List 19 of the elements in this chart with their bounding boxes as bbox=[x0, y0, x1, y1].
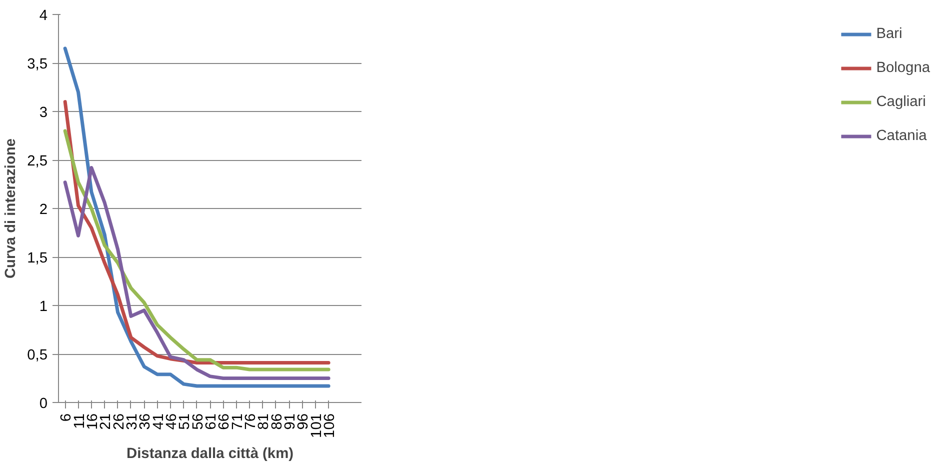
legend-label: Bari bbox=[876, 26, 902, 42]
y-tick-label: 2,5 bbox=[27, 154, 48, 170]
y-tick-label: 4 bbox=[39, 8, 48, 24]
x-tick-label: 106 bbox=[322, 413, 338, 438]
line-series bbox=[63, 46, 330, 388]
y-axis-title: Curva di interazione bbox=[3, 138, 20, 279]
legend-label: Bologna bbox=[876, 60, 930, 76]
y-tick-label: 3 bbox=[39, 105, 48, 121]
y-tick-label: 2 bbox=[39, 202, 48, 218]
line-series bbox=[63, 166, 330, 380]
y-tick-label: 1 bbox=[39, 299, 48, 315]
y-tick-label: 0,5 bbox=[27, 348, 48, 364]
y-tick-label: 3,5 bbox=[27, 56, 48, 72]
y-tick-label: 0 bbox=[39, 396, 48, 412]
legend-label: Catania bbox=[876, 128, 927, 144]
x-tick-label: 61 bbox=[204, 413, 220, 430]
y-tick-label: 1,5 bbox=[27, 250, 48, 266]
x-axis-title: Distanza dalla città (km) bbox=[126, 446, 294, 462]
legend-label: Cagliari bbox=[876, 94, 926, 110]
